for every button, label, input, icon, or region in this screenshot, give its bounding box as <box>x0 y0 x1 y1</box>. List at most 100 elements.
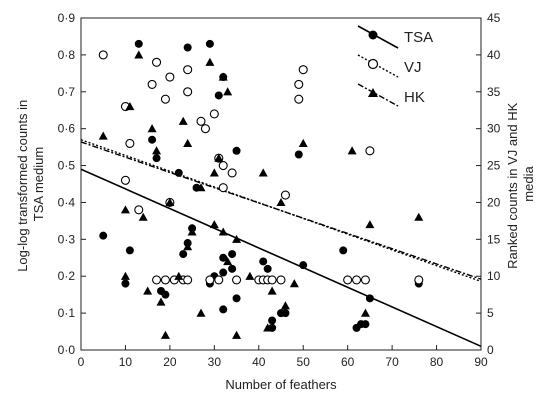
point-tsa <box>263 264 272 273</box>
point-vj <box>343 275 353 285</box>
y-right-tick-label: 45 <box>487 11 501 25</box>
x-axis: 0 10 20 30 40 50 60 70 80 90 <box>78 345 488 369</box>
point-tsa <box>232 146 241 155</box>
point-vj <box>365 146 375 156</box>
y-right-tick-label: 0 <box>487 343 494 357</box>
point-hk <box>152 146 162 155</box>
point-hk <box>414 212 424 221</box>
point-hk <box>263 323 273 332</box>
point-vj <box>152 57 162 67</box>
y-left-tick-label: 0·9 <box>58 11 76 25</box>
y-left-tick-label: 0·2 <box>58 269 76 283</box>
point-tsa <box>125 246 134 255</box>
legend-label-vj: VJ <box>404 59 422 76</box>
point-tsa <box>228 250 237 259</box>
legend-line-hk <box>357 83 399 107</box>
point-hk <box>218 227 228 236</box>
point-vj <box>200 124 210 134</box>
legend-marker-vj <box>367 58 379 70</box>
y-left-tick-label: 0·4 <box>58 195 76 209</box>
point-hk <box>245 271 255 280</box>
y-right-tick-label: 15 <box>487 232 501 246</box>
point-hk <box>183 138 193 148</box>
point-hk <box>178 116 188 125</box>
x-axis-title: Number of feathers <box>225 377 337 392</box>
y-left-axis-title-line-2: TSA medium <box>31 147 46 221</box>
point-tsa <box>99 231 108 240</box>
point-vj <box>165 72 175 82</box>
point-vj <box>183 65 193 75</box>
point-vj <box>267 275 277 285</box>
legend-marker-tsa <box>368 30 378 40</box>
point-vj <box>280 190 290 200</box>
legend: TSA VJ HK <box>357 25 433 107</box>
point-vj <box>232 275 242 285</box>
x-tick-label: 60 <box>341 355 355 369</box>
point-hk <box>147 124 157 133</box>
x-tick-label: 10 <box>119 355 133 369</box>
point-tsa <box>219 253 228 262</box>
data-points <box>98 39 424 339</box>
point-hk <box>156 297 166 306</box>
y-right-tick-label: 35 <box>487 85 501 99</box>
point-tsa <box>365 294 374 303</box>
point-tsa <box>161 290 170 299</box>
legend-label-tsa: TSA <box>404 29 433 46</box>
y-left-tick-label: 0·5 <box>58 159 76 173</box>
point-hk <box>174 271 184 280</box>
x-tick-label: 40 <box>252 355 266 369</box>
point-hk <box>280 301 290 310</box>
point-tsa <box>259 257 268 266</box>
x-tick-label: 80 <box>430 355 444 369</box>
point-tsa <box>134 39 143 48</box>
x-tick-label: 30 <box>208 355 222 369</box>
point-tsa <box>174 168 183 177</box>
point-hk <box>232 234 242 243</box>
point-tsa <box>214 91 223 100</box>
y-left-axis-title: Log-log transformed counts in TSA medium <box>15 96 46 272</box>
point-vj <box>414 275 424 285</box>
point-tsa <box>183 43 192 52</box>
x-tick-label: 0 <box>78 355 85 369</box>
point-vj <box>120 175 130 185</box>
y-right-axis-title-line-1: Ranked counts in VJ and HK <box>505 102 520 269</box>
x-tick-label: 20 <box>163 355 177 369</box>
point-tsa <box>152 154 161 163</box>
legend-marker-hk <box>368 88 378 97</box>
legend-line-tsa <box>357 25 399 49</box>
point-vj <box>152 275 162 285</box>
point-hk <box>183 242 193 251</box>
point-hk <box>98 131 108 140</box>
point-tsa <box>299 261 308 270</box>
x-tick-label: 70 <box>385 355 399 369</box>
point-hk <box>165 197 175 207</box>
point-hk <box>223 256 233 266</box>
point-hk <box>138 212 148 221</box>
legend-line-vj <box>357 54 399 78</box>
point-hk <box>134 50 144 59</box>
point-hk <box>258 168 268 177</box>
y-right-tick-label: 10 <box>487 269 501 283</box>
legend-label-hk: HK <box>404 89 425 106</box>
point-tsa <box>268 316 277 325</box>
y-right-tick-label: 5 <box>487 306 494 320</box>
point-hk <box>276 197 286 207</box>
point-vj <box>294 94 304 104</box>
y-left-tick-label: 0·1 <box>58 306 76 320</box>
plot-frame <box>80 17 482 351</box>
point-tsa <box>219 305 228 314</box>
point-hk <box>209 220 219 229</box>
point-vj <box>298 65 308 75</box>
point-hk <box>218 72 228 81</box>
point-hk <box>205 57 215 66</box>
point-vj <box>134 205 144 215</box>
y-right-tick-label: 20 <box>487 195 501 209</box>
y-right-tick-label: 30 <box>487 122 501 136</box>
point-vj <box>183 87 193 97</box>
point-hk <box>298 138 308 148</box>
point-hk <box>223 87 233 96</box>
point-hk <box>347 146 357 155</box>
point-tsa <box>205 39 214 48</box>
point-vj <box>183 275 193 285</box>
point-tsa <box>179 250 188 259</box>
